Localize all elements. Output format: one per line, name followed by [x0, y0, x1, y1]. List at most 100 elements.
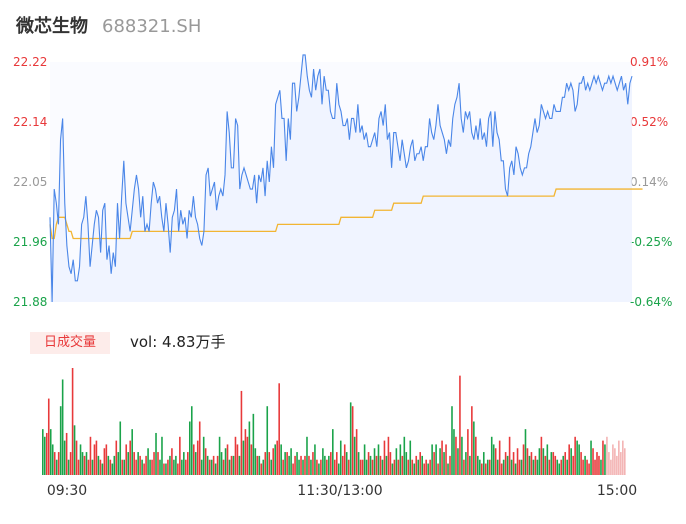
volume-bar [187, 452, 189, 475]
volume-bar [298, 459, 300, 475]
volume-bar [399, 444, 402, 475]
volume-bar [590, 440, 592, 475]
volume-bar [459, 375, 461, 475]
volume-bar [125, 444, 128, 475]
volume-bar [278, 383, 280, 475]
volume-bar [473, 421, 475, 475]
x-tick-label: 15:00 [597, 483, 637, 499]
volume-bar [228, 459, 231, 475]
volume-bar [248, 421, 251, 475]
volume-bar [312, 452, 314, 475]
volume-bar [530, 452, 533, 475]
volume-bar [584, 455, 586, 475]
volume-bar [604, 444, 606, 475]
volume-bar [302, 459, 304, 475]
volume-bar [431, 444, 433, 475]
volume-bar [270, 459, 273, 475]
volume-bar [602, 440, 604, 475]
volume-bar [419, 452, 421, 475]
volume-bar [540, 436, 543, 475]
volume-bar [502, 459, 505, 475]
volume-bar [586, 459, 588, 475]
y-tick-label-right: -0.25% [630, 235, 672, 249]
volume-bar [69, 452, 72, 475]
volume-bar [194, 452, 197, 475]
volume-bar [393, 459, 396, 475]
volume-bar [518, 459, 521, 475]
volume-bar [516, 448, 519, 475]
volume-bar [161, 436, 163, 475]
volume-bar [572, 455, 574, 475]
volume-bar [391, 463, 394, 475]
volume-bar [137, 452, 139, 475]
volume-bar [202, 436, 205, 475]
volume-bar [417, 459, 420, 475]
volume-bar [486, 459, 489, 475]
volume-bar [292, 463, 294, 475]
y-tick-label-right: 0.52% [630, 115, 668, 129]
volume-bar [339, 440, 342, 475]
volume-bar [624, 448, 626, 475]
x-axis: 09:30 11:30/13:00 15:00 [47, 483, 637, 499]
volume-bar [73, 425, 76, 475]
volume-bar [564, 452, 567, 475]
volume-bar [467, 429, 469, 475]
volume-bar [532, 459, 535, 475]
volume-bar [188, 421, 191, 475]
volume-bar [246, 436, 249, 475]
y-axis-right: 0.91% 0.52% 0.14% -0.25% -0.64% [630, 55, 672, 309]
volume-bar [522, 444, 525, 475]
volume-bar [357, 452, 360, 475]
y-axis-left: 22.22 22.14 22.05 21.96 21.88 [13, 55, 47, 309]
volume-bar [407, 459, 410, 475]
volume-bar [598, 455, 600, 475]
volume-bar [61, 379, 64, 475]
volume-bar [107, 455, 110, 475]
volume-bar [286, 452, 288, 475]
volume-bar [618, 440, 620, 475]
volume-bar [260, 463, 263, 475]
volume-bar [190, 406, 193, 475]
volume-bar [57, 452, 60, 475]
stock-code: 688321.SH [102, 16, 202, 37]
volume-bar [367, 452, 370, 475]
volume-bar [606, 436, 608, 475]
volume-bar [151, 459, 153, 475]
volume-bar [580, 452, 582, 475]
volume-bar [332, 429, 334, 475]
volume-bar [361, 459, 364, 475]
volume-bar [318, 463, 320, 475]
volume-bar [226, 444, 229, 475]
volume-bar [447, 463, 449, 475]
volume-bar [109, 459, 112, 475]
volume-bar [421, 455, 423, 475]
volume-bar [274, 444, 276, 475]
x-tick-label: 11:30/13:00 [297, 483, 382, 499]
volume-bar [335, 452, 338, 475]
volume-bar [334, 459, 336, 475]
volume-bar [204, 448, 207, 475]
volume-bar [155, 432, 157, 475]
volume-bar [441, 440, 443, 475]
volume-bar [401, 455, 404, 475]
volume-bar [520, 459, 523, 475]
volume-bar [439, 448, 441, 475]
volume-bar [123, 459, 126, 475]
volume-bar [469, 455, 471, 475]
volume-bar [135, 459, 137, 475]
volume-bar [296, 452, 298, 475]
volume-bar [47, 398, 50, 475]
volume-bar [43, 436, 46, 475]
volume-bar [268, 452, 271, 475]
volume-bar [383, 440, 386, 475]
volume-bar [157, 452, 159, 475]
volume-bar [167, 459, 169, 475]
volume-bar [87, 459, 90, 475]
volume-bar [145, 455, 147, 475]
y-tick-label-right: 0.91% [630, 55, 668, 69]
price-line [49, 54, 633, 303]
volume-bar [544, 455, 547, 475]
volume-bar [85, 452, 88, 475]
volume-bar [395, 448, 398, 475]
volume-bar [475, 436, 477, 475]
